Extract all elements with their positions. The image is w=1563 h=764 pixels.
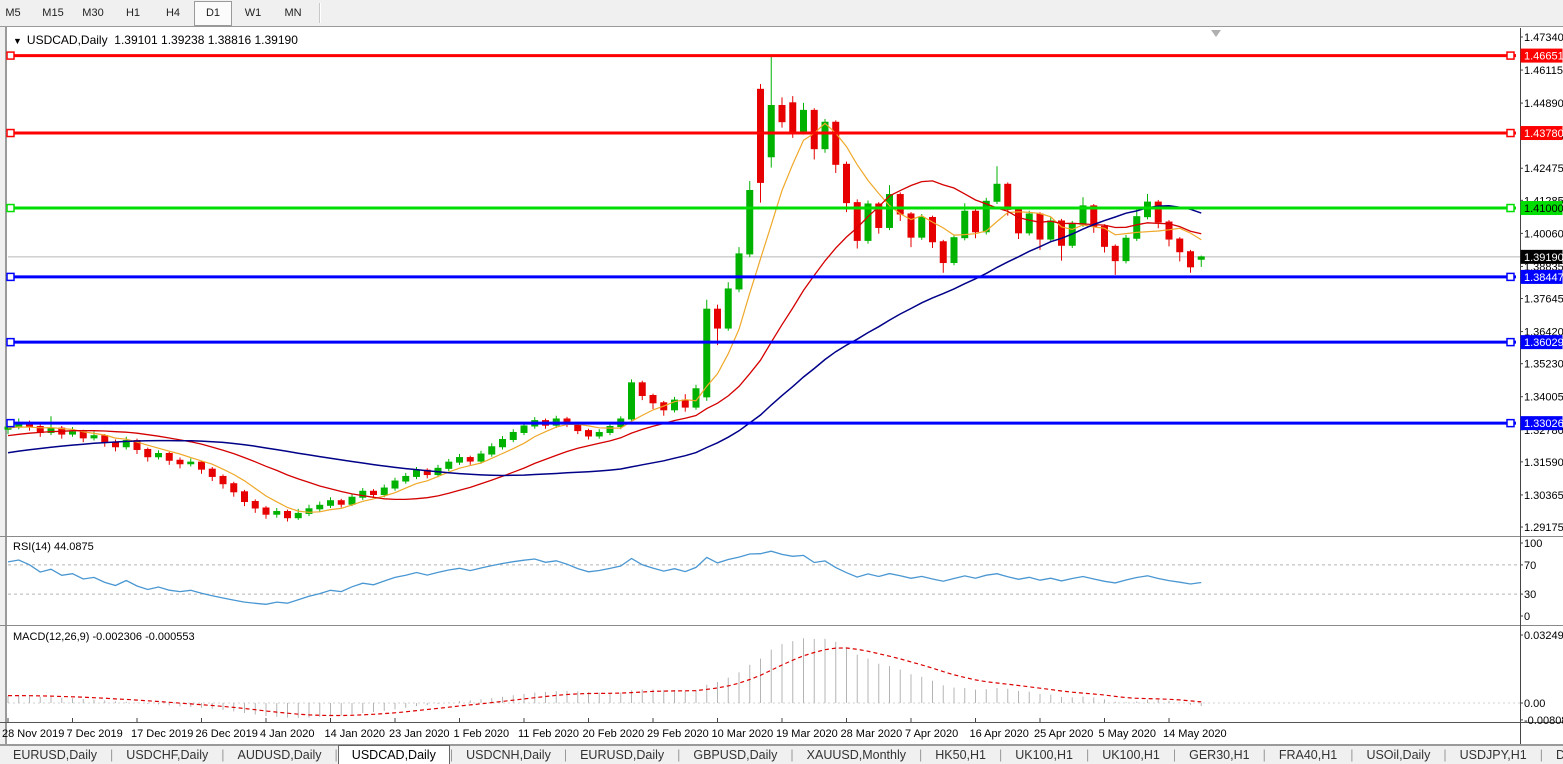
date-label: 7 Apr 2020 xyxy=(905,728,958,740)
svg-text:1.42475: 1.42475 xyxy=(1524,163,1563,175)
tab-separator: | xyxy=(1443,748,1447,762)
date-label: 20 Feb 2020 xyxy=(583,728,645,740)
date-label: 23 Jan 2020 xyxy=(389,728,450,740)
chart-tab-DJ30-Daily[interactable]: DJ30,Daily xyxy=(1556,748,1563,762)
tab-separator: | xyxy=(919,748,923,762)
date-label: 7 Dec 2019 xyxy=(67,728,123,740)
timeframe-button-M5[interactable]: M5 xyxy=(5,7,21,19)
svg-text:100: 100 xyxy=(1524,538,1542,550)
timeframe-toolbar: M5 M15 M30 H1 H4 D1 W1 MN xyxy=(0,0,1563,27)
tab-separator: | xyxy=(1539,748,1544,762)
date-label: 10 Mar 2020 xyxy=(712,728,774,740)
chart-tab-USOil-Daily[interactable]: USOil,Daily xyxy=(1366,748,1431,762)
ohlc-header: ▼ USDCAD,Daily 1.39101 1.39238 1.38816 1.… xyxy=(13,33,298,47)
date-label: 14 May 2020 xyxy=(1163,728,1227,740)
tab-separator: | xyxy=(999,748,1003,762)
chart-tab-AUDUSD-Daily[interactable]: AUDUSD,Daily xyxy=(237,748,322,762)
svg-text:1.43780: 1.43780 xyxy=(1524,128,1563,140)
svg-text:1.30365: 1.30365 xyxy=(1524,490,1563,502)
date-label: 25 Apr 2020 xyxy=(1034,728,1093,740)
date-label: 28 Mar 2020 xyxy=(841,728,903,740)
timeframe-button-H4[interactable]: H4 xyxy=(165,7,181,19)
timeframe-button-M15[interactable]: M15 xyxy=(42,7,64,19)
timeframe-button-W1[interactable]: W1 xyxy=(244,7,262,19)
date-label: 4 Jan 2020 xyxy=(260,728,314,740)
date-label: 11 Feb 2020 xyxy=(518,728,579,740)
symbol-label: USDCAD,Daily xyxy=(26,33,108,47)
date-label: 16 Apr 2020 xyxy=(970,728,1029,740)
date-label: 14 Jan 2020 xyxy=(325,728,386,740)
symbol-dropdown-icon: ▼ xyxy=(13,36,22,46)
svg-text:1.40060: 1.40060 xyxy=(1524,228,1563,240)
tab-separator: | xyxy=(334,748,338,762)
chart-tab-GBPUSD-Daily[interactable]: GBPUSD,Daily xyxy=(693,748,778,762)
chart-tab-USDCAD-Daily[interactable]: USDCAD,Daily xyxy=(337,745,450,764)
rsi-label: RSI(14) 44.0875 xyxy=(13,541,94,553)
date-label: 28 Nov 2019 xyxy=(2,728,64,740)
chart-tab-EURUSD-Daily[interactable]: EURUSD,Daily xyxy=(580,748,665,762)
svg-text:0.032493: 0.032493 xyxy=(1524,630,1563,642)
low-value: 1.38816 xyxy=(207,33,252,47)
open-value: 1.39101 xyxy=(114,33,158,47)
tab-separator: | xyxy=(449,748,454,762)
date-label: 29 Feb 2020 xyxy=(647,728,709,740)
svg-text:1.31590: 1.31590 xyxy=(1524,457,1563,469)
svg-text:1.35230: 1.35230 xyxy=(1524,359,1563,371)
chart-tab-USDJPY-H1[interactable]: USDJPY,H1 xyxy=(1459,748,1527,762)
svg-text:1.46115: 1.46115 xyxy=(1524,65,1563,77)
date-label: 26 Dec 2019 xyxy=(196,728,258,740)
date-label: 17 Dec 2019 xyxy=(131,728,193,740)
tab-separator: | xyxy=(790,748,794,762)
timeframe-buttons: M5 M15 M30 H1 H4 D1 W1 MN xyxy=(0,0,313,26)
timeframe-button-D1[interactable]: D1 xyxy=(194,0,232,26)
close-value: 1.39190 xyxy=(254,33,298,47)
chart-tab-XAUUSD-Monthly[interactable]: XAUUSD,Monthly xyxy=(806,748,907,762)
chart-tab-USDCNH-Daily[interactable]: USDCNH,Daily xyxy=(466,748,551,762)
svg-text:0: 0 xyxy=(1524,611,1530,623)
svg-text:1.37645: 1.37645 xyxy=(1524,294,1563,306)
svg-text:1.34005: 1.34005 xyxy=(1524,392,1563,404)
svg-text:1.38447: 1.38447 xyxy=(1524,272,1563,284)
svg-text:-0.00808: -0.00808 xyxy=(1524,715,1563,727)
date-label: 1 Feb 2020 xyxy=(454,728,510,740)
date-label: 5 May 2020 xyxy=(1099,728,1156,740)
svg-text:1.47340: 1.47340 xyxy=(1524,32,1563,44)
svg-text:30: 30 xyxy=(1524,589,1536,601)
date-label: 19 Mar 2020 xyxy=(776,728,838,740)
svg-text:1.44890: 1.44890 xyxy=(1524,98,1563,110)
tab-separator: | xyxy=(1350,748,1354,762)
svg-text:1.46651: 1.46651 xyxy=(1524,51,1563,63)
svg-text:0.00: 0.00 xyxy=(1524,698,1545,710)
tab-separator: | xyxy=(1172,748,1177,762)
svg-text:1.36029: 1.36029 xyxy=(1524,337,1563,349)
chart-tab-FRA40-H1[interactable]: FRA40,H1 xyxy=(1278,748,1338,762)
tab-separator: | xyxy=(221,748,225,762)
tab-separator: | xyxy=(110,748,114,762)
window-left-edge xyxy=(0,27,7,745)
tab-separator: | xyxy=(1262,748,1266,762)
chart-tab-UK100-H1[interactable]: UK100,H1 xyxy=(1102,748,1160,762)
tab-separator: | xyxy=(563,748,568,762)
tab-separator: | xyxy=(1085,748,1090,762)
high-value: 1.39238 xyxy=(161,33,205,47)
chart-tab-HK50-H1[interactable]: HK50,H1 xyxy=(935,748,986,762)
macd-label: MACD(12,26,9) -0.002306 -0.000553 xyxy=(13,631,195,643)
chart-tab-GER30-H1[interactable]: GER30,H1 xyxy=(1189,748,1250,762)
svg-text:70: 70 xyxy=(1524,560,1536,572)
chart-tab-USDCHF-Daily[interactable]: USDCHF,Daily xyxy=(126,748,209,762)
timeframe-button-H1[interactable]: H1 xyxy=(125,7,141,19)
svg-text:1.29175: 1.29175 xyxy=(1524,522,1563,534)
chart-tab-EURUSD-Daily[interactable]: EURUSD,Daily xyxy=(13,748,98,762)
chart-tab-UK100-H1[interactable]: UK100,H1 xyxy=(1015,748,1073,762)
timeframe-button-MN[interactable]: MN xyxy=(284,7,302,19)
toolbar-separator xyxy=(319,3,321,23)
svg-text:1.41000: 1.41000 xyxy=(1524,203,1563,215)
symbol-tab-bar: EURUSD,Daily | USDCHF,Daily | AUDUSD,Daily | U… xyxy=(0,745,1563,764)
tab-separator: | xyxy=(677,748,681,762)
svg-text:1.33026: 1.33026 xyxy=(1524,418,1563,430)
svg-text:1.39190: 1.39190 xyxy=(1524,252,1563,264)
timeframe-button-M30[interactable]: M30 xyxy=(82,7,104,19)
